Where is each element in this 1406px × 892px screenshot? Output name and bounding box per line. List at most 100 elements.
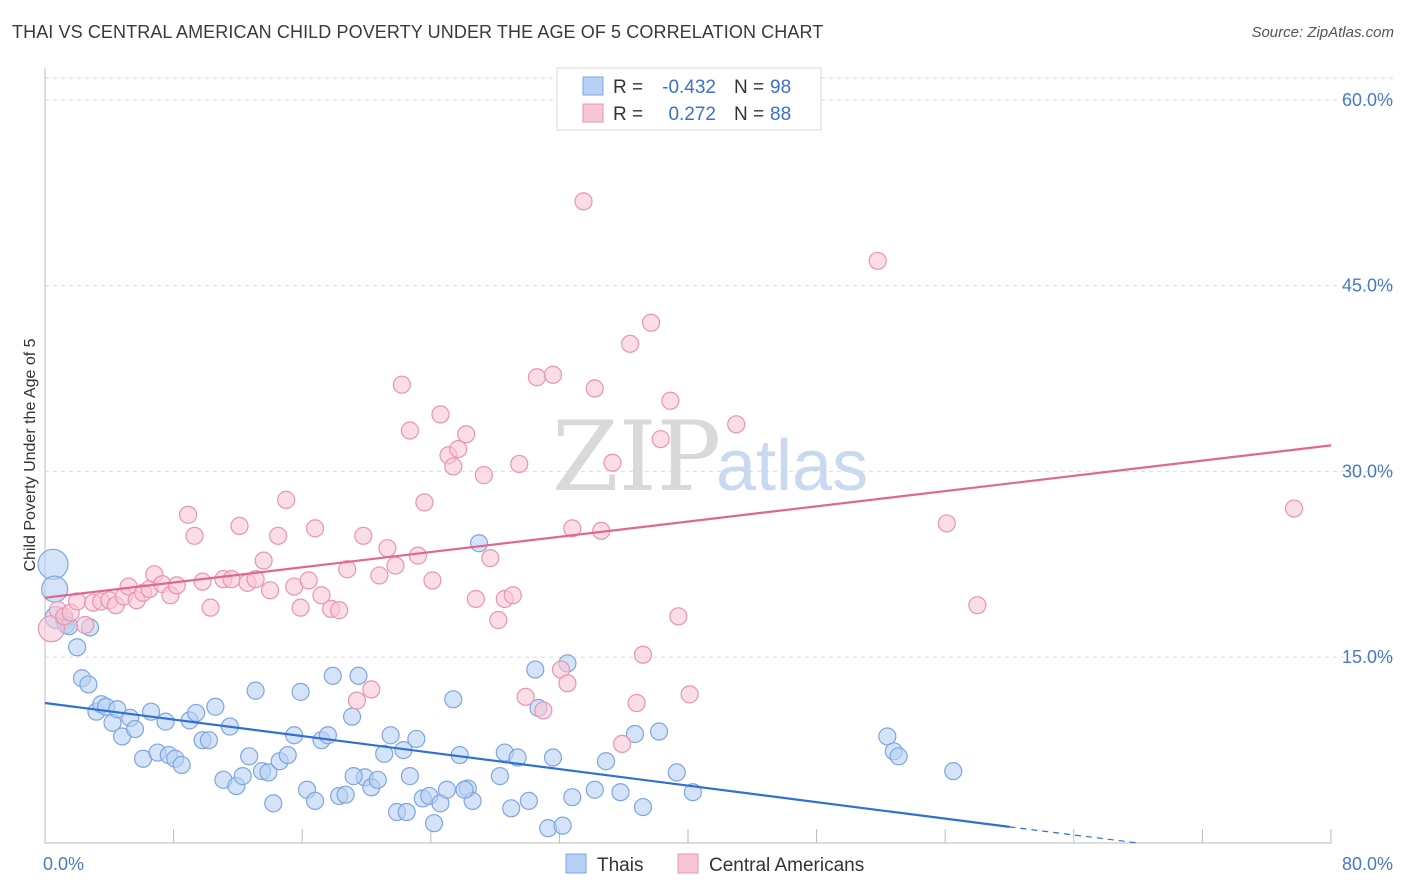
data-point — [400, 421, 420, 440]
data-point — [503, 586, 522, 605]
data-point — [474, 466, 493, 485]
legend-swatch-central-americans — [582, 103, 604, 123]
data-point — [612, 734, 632, 754]
data-point — [553, 816, 572, 835]
data-point — [354, 526, 373, 545]
data-point — [585, 780, 604, 799]
tick-labels: 15.0% 30.0% 45.0% 60.0% 0.0% 80.0% — [43, 90, 1393, 874]
data-point — [574, 192, 593, 211]
data-point — [156, 712, 175, 731]
data-point — [526, 660, 545, 679]
gridlines — [45, 77, 1395, 658]
data-point — [344, 767, 363, 786]
bottom-legend-label-central-americans: Central Americans — [709, 855, 864, 876]
data-point — [240, 747, 259, 766]
data-points — [37, 192, 1304, 838]
data-point — [305, 519, 325, 538]
data-point — [305, 791, 325, 810]
data-point — [489, 610, 508, 630]
data-point — [185, 526, 204, 545]
legend: R = -0.432 N = 98 R = 0.272 N = 88 — [556, 67, 822, 131]
watermark-atlas: atlas — [716, 426, 868, 506]
y-tick-label: 45.0% — [1342, 276, 1393, 296]
data-point — [563, 788, 582, 807]
data-point — [349, 666, 368, 685]
data-point — [444, 457, 463, 476]
legend-r-value-thais: -0.432 — [662, 77, 716, 98]
data-point — [534, 701, 553, 720]
data-point — [968, 596, 987, 615]
x-tick-label-min: 0.0% — [43, 854, 84, 874]
y-axis-label: Child Poverty Under the Age of 5 — [22, 338, 39, 571]
data-point — [172, 755, 191, 775]
data-point — [683, 783, 702, 802]
axes — [44, 68, 1332, 844]
trend-line-central-americans — [44, 444, 1332, 599]
data-point — [651, 430, 670, 449]
data-point — [641, 313, 661, 332]
data-point — [424, 814, 444, 833]
data-point — [347, 691, 366, 710]
data-point — [278, 745, 297, 765]
data-point — [407, 729, 426, 749]
data-point — [1284, 499, 1304, 518]
data-point — [260, 581, 280, 600]
data-point — [519, 791, 538, 810]
data-point — [125, 719, 145, 739]
legend-n-value-central-americans: 88 — [770, 104, 791, 125]
data-point — [277, 490, 296, 509]
data-point — [312, 586, 331, 605]
data-point — [230, 516, 249, 535]
data-point — [368, 770, 387, 789]
data-point — [193, 572, 212, 591]
data-point — [415, 493, 434, 512]
data-point — [585, 379, 604, 398]
data-point — [889, 747, 908, 766]
data-point — [397, 802, 416, 822]
data-point — [246, 681, 265, 700]
data-point — [178, 505, 198, 524]
data-point — [469, 534, 489, 553]
data-point — [233, 767, 252, 786]
data-point — [603, 453, 622, 472]
data-point — [669, 607, 688, 626]
data-point — [481, 548, 500, 568]
data-point — [527, 368, 546, 387]
data-point — [633, 645, 653, 664]
data-point — [259, 763, 278, 782]
trend-lines — [44, 444, 1332, 844]
data-point — [558, 674, 577, 693]
watermark-zip: ZIP — [552, 401, 721, 513]
data-point — [627, 693, 646, 713]
legend-n-label: N = — [734, 77, 764, 98]
data-point — [338, 560, 357, 579]
data-point — [449, 439, 468, 459]
y-tick-label: 15.0% — [1342, 647, 1393, 667]
data-point — [37, 548, 69, 580]
data-point — [510, 454, 529, 474]
data-point — [563, 519, 582, 538]
data-point — [490, 767, 510, 786]
data-point — [76, 615, 95, 635]
data-point — [944, 762, 963, 781]
data-point — [291, 682, 310, 701]
bottom-legend-swatch-thais — [565, 853, 587, 874]
bottom-legend-swatch-central-americans — [677, 853, 699, 874]
data-point — [611, 783, 630, 802]
data-point — [649, 722, 669, 741]
data-point — [667, 763, 686, 782]
data-point — [386, 556, 405, 575]
data-point — [246, 570, 265, 589]
data-point — [206, 697, 225, 716]
data-point — [375, 744, 394, 763]
chart-title: THAI VS CENTRAL AMERICAN CHILD POVERTY U… — [12, 22, 824, 42]
data-point — [222, 570, 241, 589]
data-point — [937, 514, 956, 533]
data-point — [455, 780, 474, 799]
legend-n-label: N = — [734, 104, 764, 125]
data-point — [431, 405, 450, 424]
legend-r-label: R = — [613, 77, 643, 98]
data-point — [502, 799, 521, 818]
data-point — [199, 731, 219, 750]
